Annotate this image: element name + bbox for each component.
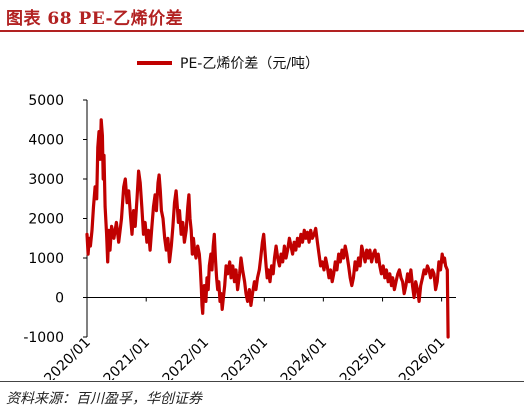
title-rule xyxy=(0,30,524,32)
figure-title: 图表 68 PE-乙烯价差 xyxy=(6,9,184,29)
y-tick-label: 1000 xyxy=(28,251,64,267)
x-tick-label: 2024/01 xyxy=(278,335,330,380)
x-tick-label: 2021/01 xyxy=(101,335,153,380)
y-tick-label: 5000 xyxy=(28,93,64,109)
series-line xyxy=(85,118,450,339)
source-note: 资料来源：百川盈孚，华创证券 xyxy=(6,391,202,407)
y-tick-label: 0 xyxy=(55,291,64,307)
x-tick-label: 2025/01 xyxy=(337,335,389,380)
x-tick-label: 2023/01 xyxy=(219,335,271,380)
y-tick-label: 2000 xyxy=(28,212,64,228)
legend-label: PE-乙烯价差（元/吨） xyxy=(180,56,319,72)
y-tick-label: -1000 xyxy=(23,330,64,346)
figure-header: 图表 68 PE-乙烯价差 xyxy=(0,0,524,32)
y-tick-label: 3000 xyxy=(28,172,64,188)
chart: PE-乙烯价差（元/吨） 5000 4000 3000 2000 1000 0 -1000 2… xyxy=(23,56,456,380)
source-rule xyxy=(0,381,524,382)
legend: PE-乙烯价差（元/吨） xyxy=(137,56,319,72)
x-tick-label: 2026/01 xyxy=(396,335,448,380)
x-tick-label: 2022/01 xyxy=(160,335,212,380)
y-tick-label: 4000 xyxy=(28,133,64,149)
plot-area xyxy=(85,118,450,339)
